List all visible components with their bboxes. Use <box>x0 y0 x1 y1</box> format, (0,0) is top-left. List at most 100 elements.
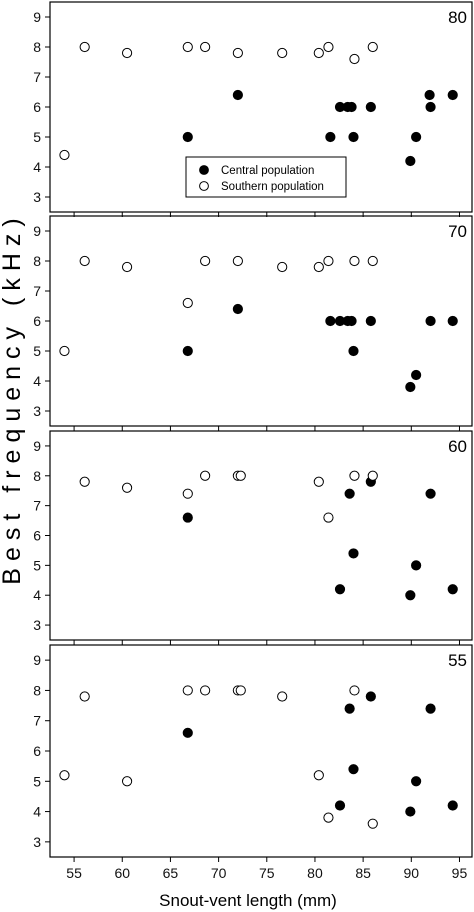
central-point <box>232 303 243 315</box>
panel-label: 55 <box>448 651 467 670</box>
southern-point <box>367 41 378 53</box>
southern-point <box>79 476 90 487</box>
central-point <box>405 590 416 601</box>
legend-box <box>185 156 347 198</box>
y-tick-label: 3 <box>33 403 41 419</box>
central-point <box>344 703 355 714</box>
central-point <box>447 315 458 327</box>
y-tick-label: 3 <box>33 617 41 633</box>
southern-point <box>232 255 243 267</box>
y-tick-label: 7 <box>33 713 41 729</box>
central-point <box>348 131 359 143</box>
legend-marker-open <box>199 181 209 191</box>
southern-point <box>182 685 193 696</box>
southern-point <box>277 691 288 702</box>
central-point <box>182 512 193 523</box>
central-point <box>182 131 193 143</box>
central-point <box>346 101 357 113</box>
y-tick-label: 5 <box>33 557 41 573</box>
y-tick-label: 9 <box>33 223 41 239</box>
southern-point <box>200 685 211 696</box>
southern-point <box>79 255 90 267</box>
central-point <box>346 315 357 327</box>
central-point <box>232 89 243 101</box>
central-point <box>325 315 336 327</box>
y-tick-label: 7 <box>33 283 41 299</box>
y-tick-label: 6 <box>33 743 41 759</box>
southern-point <box>349 255 360 267</box>
southern-point <box>313 770 324 781</box>
panel-label: 60 <box>448 437 467 456</box>
y-tick-label: 5 <box>33 343 41 359</box>
y-tick-label: 4 <box>33 587 41 603</box>
panels-group: 3 4 5 6 7 8 9 80 Central population Southern popu… <box>33 1 473 881</box>
southern-point <box>59 149 70 161</box>
central-point <box>348 345 359 357</box>
central-point <box>344 488 355 499</box>
central-point <box>411 369 422 381</box>
y-tick-label: 5 <box>33 773 41 789</box>
southern-point <box>277 261 288 273</box>
southern-point <box>232 47 243 59</box>
x-tick-label: 95 <box>452 865 468 881</box>
southern-point <box>323 41 334 53</box>
southern-point <box>79 691 90 702</box>
southern-point <box>323 512 334 523</box>
y-tick-label: 8 <box>33 39 41 55</box>
southern-point <box>367 255 378 267</box>
southern-point <box>182 297 193 309</box>
x-tick-label: 60 <box>114 865 130 881</box>
legend: Central population Southern population <box>185 156 347 198</box>
central-point <box>182 727 193 738</box>
central-point <box>424 89 435 101</box>
panel-80: 3 4 5 6 7 8 9 80 Central population Southern popu… <box>33 1 473 217</box>
southern-point <box>323 255 334 267</box>
y-tick-label: 9 <box>33 652 41 668</box>
central-point <box>447 800 458 811</box>
y-tick-label: 7 <box>33 498 41 514</box>
southern-point <box>367 818 378 829</box>
x-tick-label: 55 <box>66 865 82 881</box>
southern-point <box>182 488 193 499</box>
southern-point <box>349 470 360 481</box>
central-point <box>334 584 346 595</box>
southern-point <box>200 470 211 481</box>
panel-label: 70 <box>448 222 467 241</box>
x-tick-label: 65 <box>163 865 179 881</box>
x-tick-label: 85 <box>355 865 371 881</box>
legend-label: Southern population <box>221 181 324 193</box>
southern-point <box>200 41 211 53</box>
southern-point <box>59 345 70 357</box>
panel-70: 3 4 5 6 7 8 9 70 <box>33 215 473 431</box>
southern-point <box>235 685 246 696</box>
y-tick-label: 7 <box>33 69 41 85</box>
southern-point <box>313 476 324 487</box>
central-point <box>365 315 376 327</box>
central-point <box>365 691 376 702</box>
central-point <box>405 381 416 393</box>
southern-point <box>323 812 334 823</box>
central-point <box>425 101 436 113</box>
y-tick-label: 6 <box>33 528 41 544</box>
y-tick-label: 8 <box>33 253 41 269</box>
central-point <box>334 800 346 811</box>
southern-point <box>277 47 288 59</box>
southern-point <box>79 41 90 53</box>
central-point <box>411 776 422 787</box>
panel-frame <box>49 430 473 641</box>
southern-point <box>121 47 133 59</box>
panel-frame <box>49 644 473 858</box>
southern-point <box>235 470 246 481</box>
central-point <box>447 89 458 101</box>
y-tick-label: 8 <box>33 682 41 698</box>
central-point <box>348 548 359 559</box>
x-tick-label: 90 <box>404 865 420 881</box>
central-point <box>447 584 458 595</box>
southern-point <box>200 255 211 267</box>
southern-point <box>59 770 70 781</box>
central-point <box>425 488 436 499</box>
y-tick-label: 8 <box>33 468 41 484</box>
central-point <box>325 131 336 143</box>
y-axis-title: Best frequency (kHz) <box>0 211 26 584</box>
